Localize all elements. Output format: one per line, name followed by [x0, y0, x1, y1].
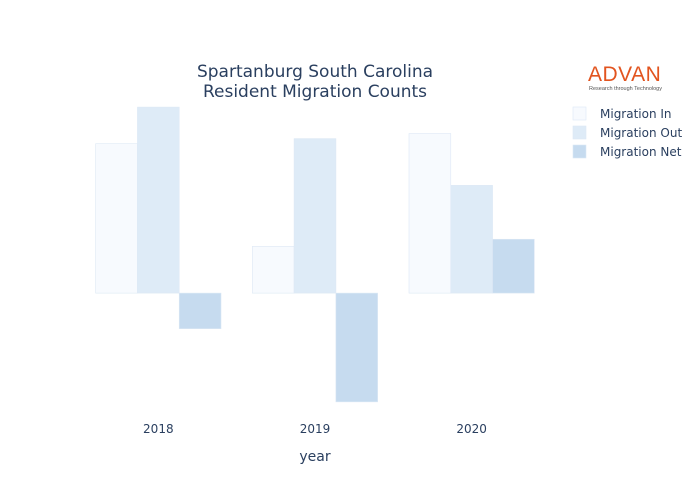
bars-group	[95, 106, 535, 403]
legend-swatch	[572, 144, 587, 159]
bar-migration-in-2019[interactable]	[252, 246, 295, 294]
bar-migration-net-2018[interactable]	[178, 292, 222, 329]
legend-label: Migration Net	[600, 145, 682, 159]
legend-swatch	[572, 125, 587, 140]
legend[interactable]: Migration In Migration Out Migration Net	[572, 106, 682, 159]
logo-name: ADVAN	[588, 63, 662, 86]
bar-migration-out-2018[interactable]	[137, 106, 180, 294]
legend-item-migration-net[interactable]: Migration Net	[572, 144, 682, 159]
bar-migration-out-2020[interactable]	[450, 185, 493, 294]
x-tick-label-2018: 2018	[143, 422, 174, 436]
legend-label: Migration Out	[600, 126, 682, 140]
x-tick-labels: 2018 2019 2020	[143, 422, 487, 436]
logo-tagline: Research through Technology	[589, 86, 662, 92]
bar-migration-in-2020[interactable]	[408, 133, 452, 294]
bar-migration-net-2019[interactable]	[335, 292, 378, 403]
bar-migration-out-2019[interactable]	[293, 138, 337, 294]
bar-migration-in-2018[interactable]	[95, 143, 138, 294]
advan-logo: ADVAN Research through Technology	[588, 63, 680, 93]
chart-title-line-1: Spartanburg South Carolina	[197, 62, 433, 82]
legend-label: Migration In	[600, 107, 672, 121]
legend-swatch	[572, 106, 587, 121]
x-tick-label-2019: 2019	[300, 422, 331, 436]
x-axis-title: year	[299, 449, 330, 465]
legend-item-migration-in[interactable]: Migration In	[572, 106, 672, 121]
legend-item-migration-out[interactable]: Migration Out	[572, 125, 682, 140]
bar-migration-net-2020[interactable]	[492, 238, 535, 294]
chart-title-line-2: Resident Migration Counts	[203, 82, 427, 102]
x-tick-label-2020: 2020	[456, 422, 487, 436]
